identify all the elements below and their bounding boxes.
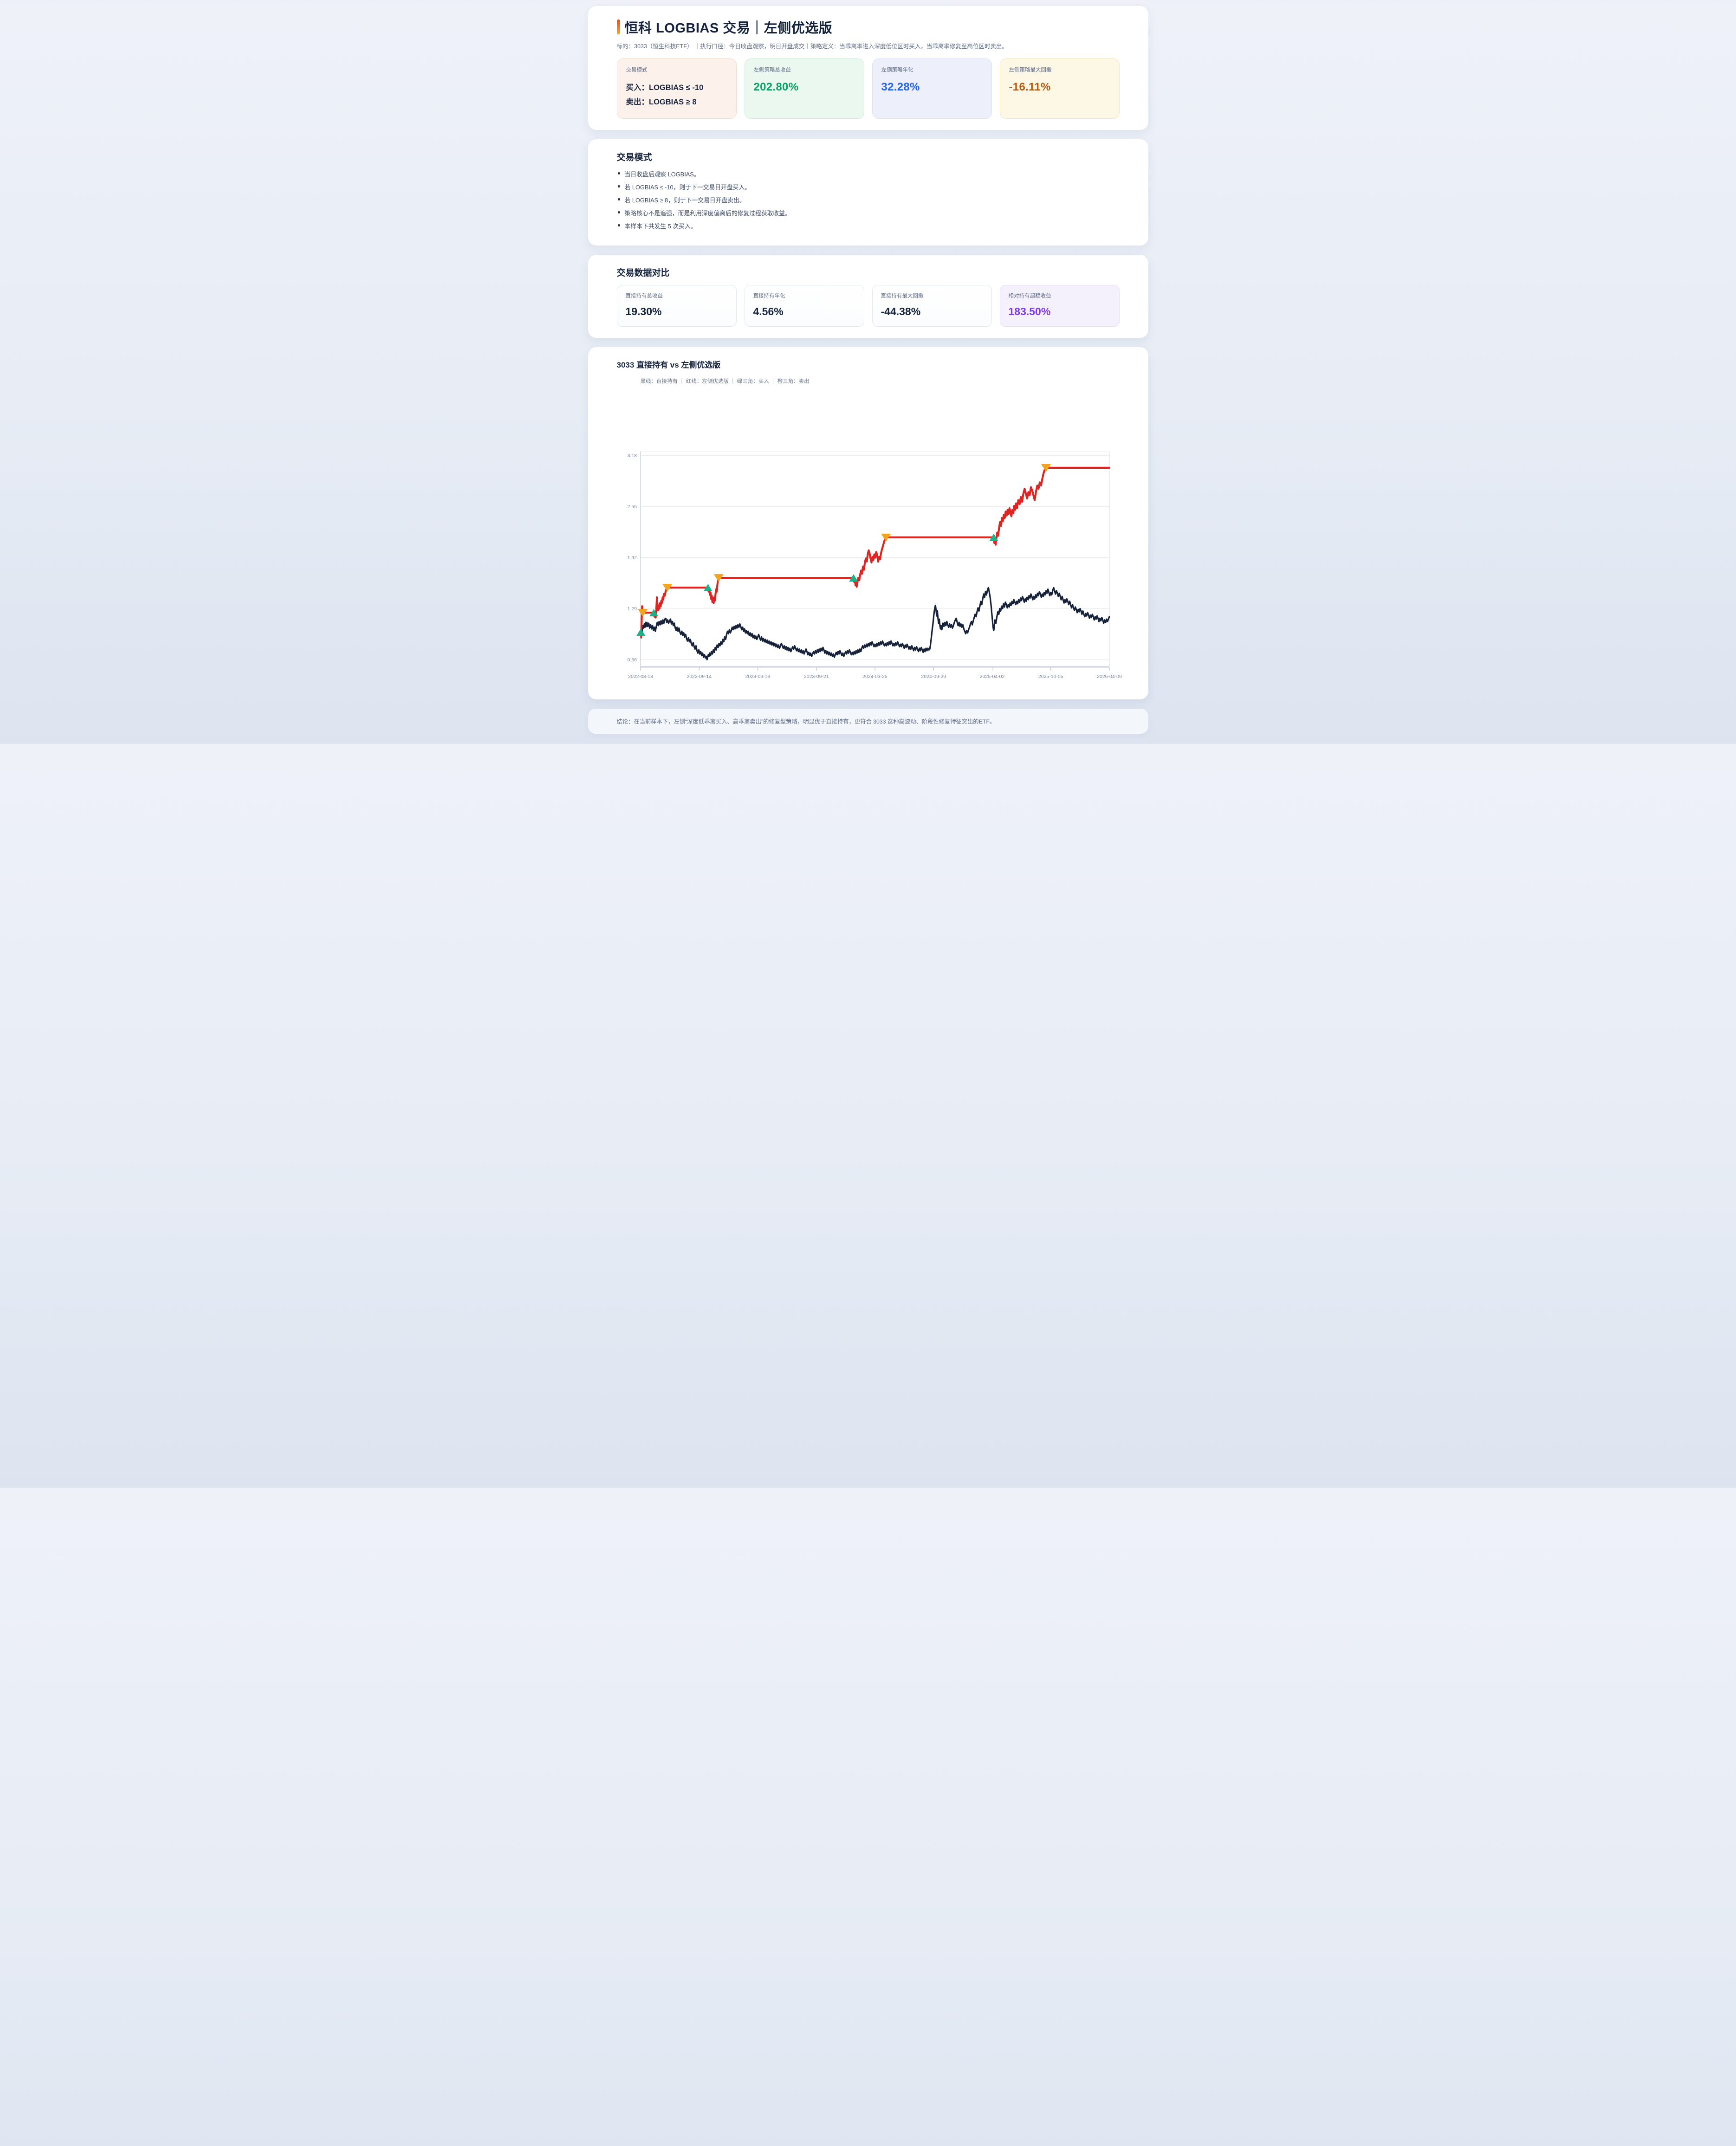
metric-value: 183.50% xyxy=(1008,305,1051,318)
sell-rule: 卖出：LOGBIAS ≥ 8 xyxy=(626,97,697,106)
header-card: 恒科 LOGBIAS 交易｜左侧优选版 标的：3033（恒生科技ETF） ｜执行… xyxy=(588,6,1148,130)
stat-label: 左侧策略总收益 xyxy=(753,67,791,73)
svg-text:3.18: 3.18 xyxy=(627,453,637,459)
svg-text:2025-04-02: 2025-04-02 xyxy=(979,674,1004,679)
svg-text:2023-03-19: 2023-03-19 xyxy=(745,674,770,679)
header-stat-grid: 交易模式 买入：LOGBIAS ≤ -10 卖出：LOGBIAS ≥ 8 左侧策… xyxy=(616,58,1120,119)
stat-card-max-drawdown: 左侧策略最大回撤 -16.11% xyxy=(999,58,1120,119)
metric-card-hold-total-return: 直接持有总收益 19.30% xyxy=(616,285,737,327)
stat-card-trade-mode: 交易模式 买入：LOGBIAS ≤ -10 卖出：LOGBIAS ≥ 8 xyxy=(616,58,737,119)
trade-mode-bullet-list: 当日收盘后观察 LOGBIAS。 若 LOGBIAS ≤ -10，则于下一交易日… xyxy=(617,169,1120,230)
metric-value: -44.38% xyxy=(881,305,921,318)
stat-card-annualized: 左侧策略年化 32.28% xyxy=(872,58,992,119)
trade-mode-card: 交易模式 当日收盘后观察 LOGBIAS。 若 LOGBIAS ≤ -10，则于… xyxy=(588,139,1148,246)
svg-text:2026-04-09: 2026-04-09 xyxy=(1097,674,1122,679)
chart-legend: 黑线：直接持有 ｜ 红线：左侧优选版 ｜ 绿三角：买入 ｜ 橙三角：卖出 xyxy=(640,379,810,385)
svg-text:2022-09-14: 2022-09-14 xyxy=(687,674,712,679)
conclusion-text: 结论：在当前样本下，左侧“深度低乖离买入、高乖离卖出”的修复型策略，明显优于直接… xyxy=(616,718,996,725)
stat-value: 202.80% xyxy=(753,81,799,93)
svg-text:2024-03-25: 2024-03-25 xyxy=(862,674,887,679)
svg-text:2025-10-05: 2025-10-05 xyxy=(1038,674,1063,679)
metric-value: 4.56% xyxy=(753,305,784,318)
svg-text:2022-03-13: 2022-03-13 xyxy=(628,674,653,679)
svg-text:1.29: 1.29 xyxy=(627,606,637,612)
metric-card-hold-annualized: 直接持有年化 4.56% xyxy=(744,285,864,327)
title-row: 恒科 LOGBIAS 交易｜左侧优选版 xyxy=(616,17,1120,37)
stat-value: 32.28% xyxy=(881,81,920,93)
metric-label: 直接持有总收益 xyxy=(625,293,663,299)
performance-chart: 3.18 2.55 1.92 1.29 0.66 2022-03-13 2022-09-14… xyxy=(627,451,1122,679)
svg-text:2024-09-29: 2024-09-29 xyxy=(921,674,946,679)
svg-text:2023-09-21: 2023-09-21 xyxy=(803,674,829,679)
list-item: 若 LOGBIAS ≤ -10，则于下一交易日开盘买入。 xyxy=(617,182,1120,191)
metric-label: 直接持有年化 xyxy=(753,293,785,299)
buy-rule: 买入：LOGBIAS ≤ -10 xyxy=(626,84,704,92)
stat-label: 左侧策略最大回撤 xyxy=(1009,67,1052,73)
list-item: 当日收盘后观察 LOGBIAS。 xyxy=(617,169,1120,178)
metric-value: 19.30% xyxy=(625,305,662,318)
page-title: 恒科 LOGBIAS 交易｜左侧优选版 xyxy=(624,21,833,36)
trade-mode-title: 交易模式 xyxy=(616,153,652,163)
metric-label: 直接持有最大回撤 xyxy=(881,293,924,299)
stat-value: -16.11% xyxy=(1009,81,1051,93)
stat-label: 交易模式 xyxy=(626,67,648,73)
page-subtitle: 标的：3033（恒生科技ETF） ｜执行口径：今日收盘观察，明日开盘成交｜策略定… xyxy=(616,43,1008,50)
stat-label: 左侧策略年化 xyxy=(881,67,913,73)
metric-card-hold-max-drawdown: 直接持有最大回撤 -44.38% xyxy=(872,285,992,327)
svg-text:0.66: 0.66 xyxy=(627,657,637,663)
metric-label: 相对持有超额收益 xyxy=(1008,293,1051,299)
svg-text:2.55: 2.55 xyxy=(627,504,637,510)
stat-card-total-return: 左侧策略总收益 202.80% xyxy=(744,58,864,119)
conclusion-card: 结论：在当前样本下，左侧“深度低乖离买入、高乖离卖出”的修复型策略，明显优于直接… xyxy=(588,709,1148,734)
svg-text:1.92: 1.92 xyxy=(627,555,637,561)
comparison-metric-grid: 直接持有总收益 19.30% 直接持有年化 4.56% 直接持有最大回撤 -44… xyxy=(616,285,1120,327)
title-accent-bar-icon xyxy=(616,19,620,34)
chart-title: 3033 直接持有 vs 左侧优选版 xyxy=(616,361,721,370)
metric-card-excess-return: 相对持有超额收益 183.50% xyxy=(999,285,1120,327)
list-item: 若 LOGBIAS ≥ 8，则于下一交易日开盘卖出。 xyxy=(617,195,1120,204)
chart-card: 3033 直接持有 vs 左侧优选版 黑线：直接持有 ｜ 红线：左侧优选版 ｜ … xyxy=(588,347,1148,700)
comparison-card: 交易数据对比 直接持有总收益 19.30% 直接持有年化 4.56% 直接持有最… xyxy=(588,255,1148,338)
list-item: 策略核心不是追强，而是利用深度偏离后的修复过程获取收益。 xyxy=(617,208,1120,217)
list-item: 本样本下共发生 5 次买入。 xyxy=(617,221,1120,230)
comparison-title: 交易数据对比 xyxy=(616,268,670,278)
